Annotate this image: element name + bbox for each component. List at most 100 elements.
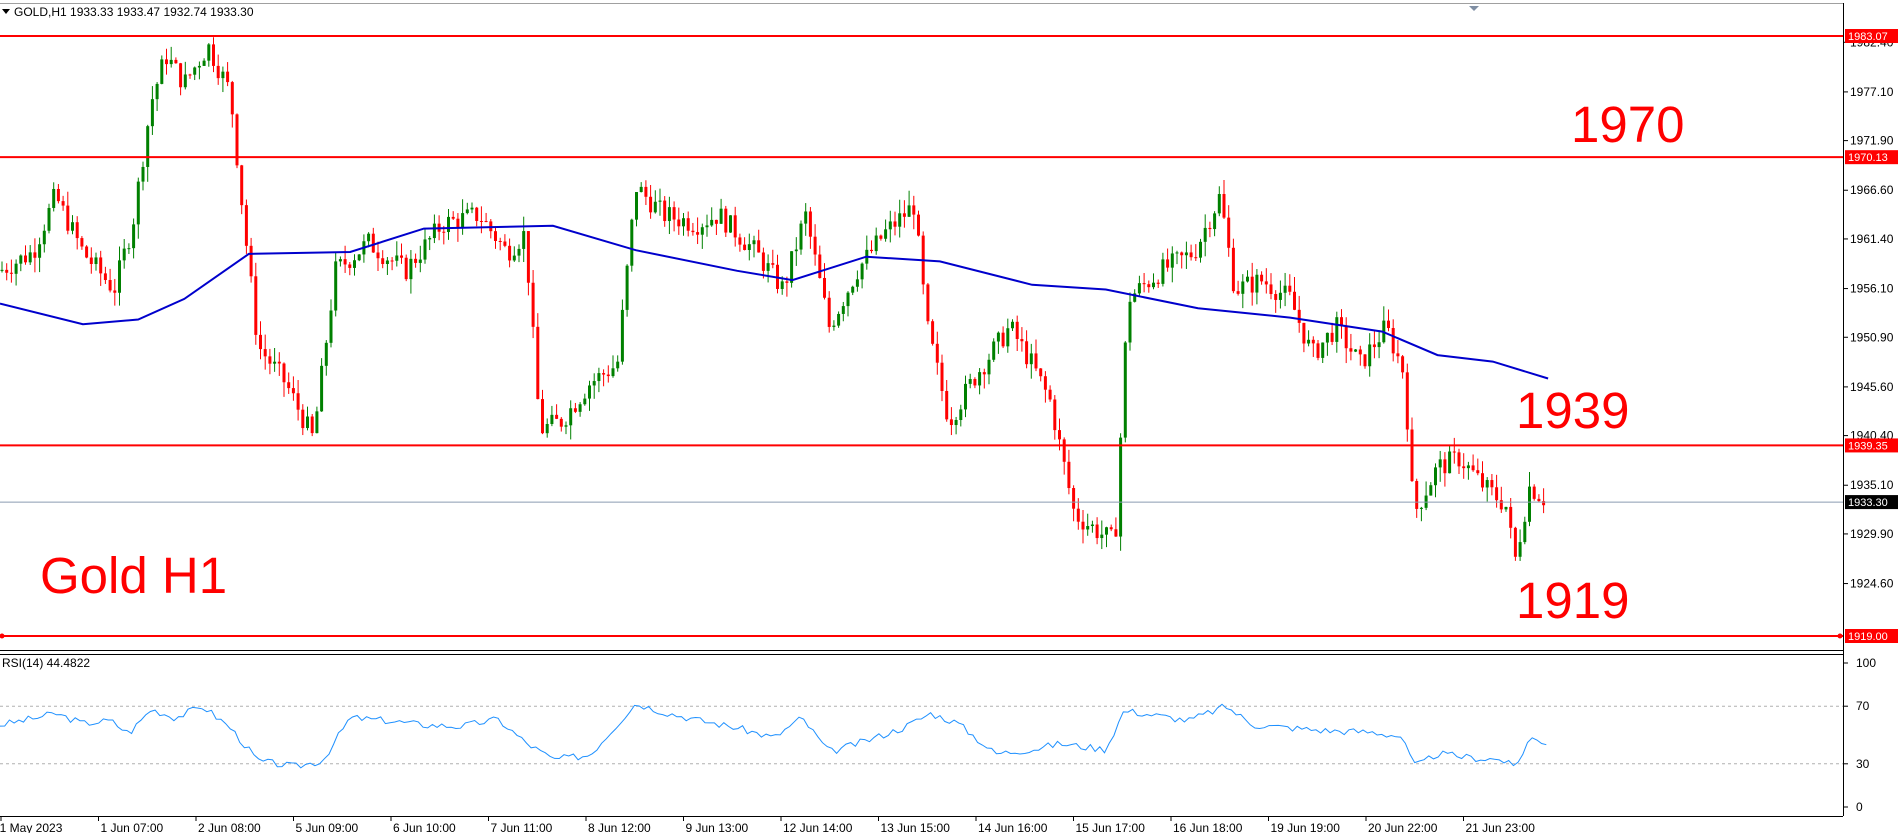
candle-body [1401,356,1405,373]
candle-body [620,309,624,362]
candle-body [813,236,817,255]
candle-body [931,321,935,344]
candle-body [714,219,718,224]
horizontal-levels[interactable]: 1983.07 1970.13 1939.35 1919.00 1933.30 [0,29,1898,643]
candle-body [179,63,183,88]
candle-body [456,218,460,229]
candle-body [1490,480,1494,488]
candle-body [113,290,117,293]
candle-body [780,281,784,289]
candle-body [1255,274,1259,293]
candle-body [1349,348,1353,352]
candle-body [1100,534,1104,539]
candle-body [155,83,159,100]
candle-body [1189,252,1193,258]
candle-body [334,261,338,311]
candle-body [1152,282,1155,288]
candle-body [381,258,385,265]
candle-body [1372,344,1376,348]
candle-body [808,211,812,237]
candle-body [667,207,671,222]
shift-marker-icon[interactable] [1469,6,1479,11]
symbol-info: GOLD,H1 1933.33 1933.47 1932.74 1933.30 [14,5,254,19]
moving-average-line [0,224,1549,380]
candle-body [174,59,178,64]
time-tick-label: 21 Jun 23:00 [1466,821,1536,833]
candle-body [56,188,60,202]
price-tick-label: 1956.10 [1850,282,1894,296]
candle-body [686,218,690,231]
candle-body [1020,338,1024,342]
candle-body [1241,281,1245,294]
candle-body [1452,451,1456,453]
candle-body [517,248,521,256]
candle-body [404,257,408,280]
candle-body [949,419,953,426]
candle-body [573,408,577,412]
candle-body [122,248,126,261]
time-tick-label: 12 Jun 14:00 [783,821,853,833]
level-handle[interactable] [0,633,5,639]
candle-body [235,114,239,166]
candle-body [1147,284,1151,288]
candle-body [24,255,27,263]
candle-body [954,420,958,426]
candle-body [1180,252,1184,256]
level-handle[interactable] [1837,633,1843,639]
level-price-label: 1983.07 [1848,31,1888,43]
candle-body [550,414,554,424]
candle-body [1053,399,1057,431]
candle-body [1001,332,1005,347]
candle-body [127,248,131,250]
candle-body [14,263,18,274]
rsi-line [0,703,1547,769]
candle-body [89,257,93,265]
candle-body [183,74,187,88]
candle-body [588,385,591,399]
candle-body [71,222,74,231]
candle-body [926,284,930,322]
candle-body [19,255,23,264]
candle-body [1184,252,1188,256]
candle-body [625,265,629,310]
candle-body [1006,328,1010,347]
candle-body [1537,498,1541,502]
menu-triangle-icon[interactable] [2,9,10,14]
candle-body [418,259,422,263]
candle-body [479,220,483,222]
candle-body [1387,320,1390,329]
candle-body [494,231,497,241]
candle-body [1119,437,1123,537]
candle-body [898,213,902,227]
candle-body [1419,507,1423,509]
candle-body [729,215,732,233]
candle-body [395,255,399,261]
level-1939-annotation: 1939 [1516,382,1629,439]
candle-body [409,258,413,280]
price-tick-label: 1971.90 [1850,134,1894,148]
candle-body [1466,465,1470,469]
candle-body [85,246,89,258]
candle-body [799,223,803,250]
candle-body [602,373,606,375]
time-tick-label: 16 Jun 18:00 [1173,821,1243,833]
candle-body [1199,241,1202,258]
time-tick-label: 20 Jun 22:00 [1368,821,1438,833]
candle-body [1048,389,1052,400]
candle-body [1025,341,1029,365]
candle-body [80,238,84,247]
rsi-tick-label: 70 [1856,699,1870,713]
candle-body [672,207,676,220]
candle-body [442,231,446,233]
candle-body [28,252,32,263]
candle-body [423,239,427,260]
level-price-box [1845,438,1898,453]
candle-body [832,325,836,327]
candle-body [390,260,394,262]
candle-body [136,181,140,225]
candlestick-series [0,37,1546,561]
candle-body [536,326,540,400]
time-tick-label: 31 May 2023 [0,821,63,833]
candle-body [1325,332,1329,343]
